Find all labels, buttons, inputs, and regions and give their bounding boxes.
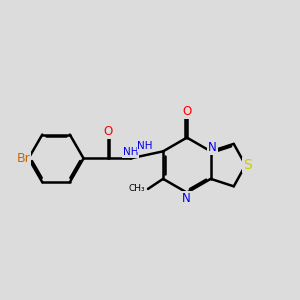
Text: S: S (243, 158, 252, 172)
Text: NH: NH (137, 142, 153, 152)
Text: N: N (182, 192, 190, 205)
Text: CH₃: CH₃ (129, 184, 146, 193)
Text: NH: NH (123, 147, 138, 157)
Text: O: O (103, 125, 112, 138)
Text: Br: Br (16, 152, 30, 165)
Text: O: O (182, 105, 191, 118)
Text: N: N (208, 141, 217, 154)
